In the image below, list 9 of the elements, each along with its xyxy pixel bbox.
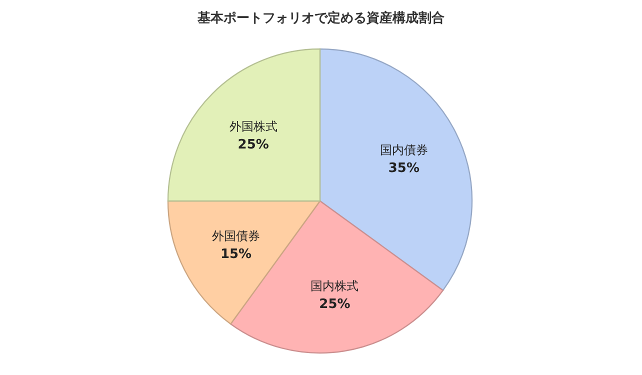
data-label: 25%	[319, 297, 350, 312]
data-label: 35%	[388, 161, 420, 176]
data-label: 15%	[220, 246, 252, 262]
data-label: 25%	[238, 137, 269, 152]
slice-label: 外国債券	[212, 228, 260, 243]
slice-label: 国内株式	[310, 279, 359, 294]
chart-title: 基本ポートフォリオで定める資産構成割合	[196, 10, 444, 26]
slice-label: 国内債券	[380, 143, 428, 158]
slice-label: 外国株式	[229, 119, 278, 134]
